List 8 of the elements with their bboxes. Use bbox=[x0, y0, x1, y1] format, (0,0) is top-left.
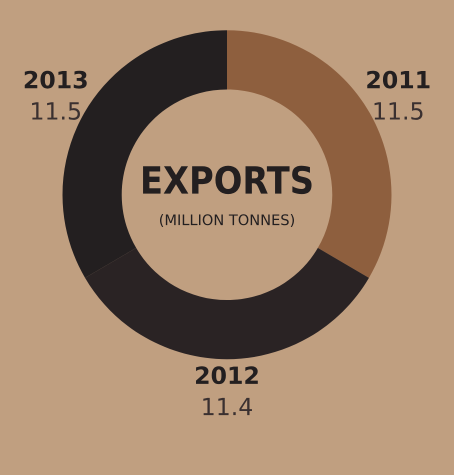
data-label: 11.4 bbox=[203, 398, 252, 416]
text: EXPORTS bbox=[143, 166, 312, 194]
slice-label: 2011 bbox=[367, 70, 430, 89]
data-label: 11.5 bbox=[32, 102, 80, 120]
data-label: 11.5 bbox=[374, 102, 422, 120]
text: (MILLION TONNES) bbox=[160, 214, 294, 227]
slice-label: 2013 bbox=[24, 70, 87, 89]
slice-label: 2012 bbox=[196, 366, 258, 384]
